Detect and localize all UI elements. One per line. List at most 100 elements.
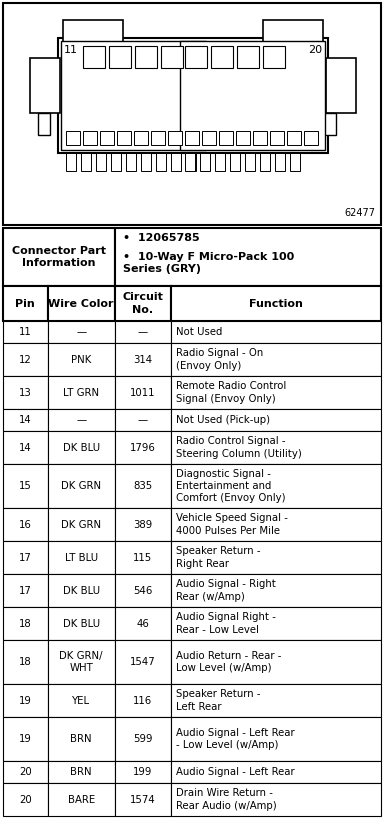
Bar bbox=[171, 508, 381, 541]
Bar bbox=[3, 286, 48, 321]
Bar bbox=[48, 321, 115, 343]
Text: •  12065785: • 12065785 bbox=[123, 233, 200, 243]
Bar bbox=[48, 508, 115, 541]
Bar bbox=[326, 58, 356, 113]
Bar bbox=[126, 153, 136, 171]
Bar bbox=[171, 574, 381, 607]
Bar bbox=[48, 343, 115, 376]
Bar bbox=[3, 761, 48, 783]
Bar bbox=[161, 46, 183, 68]
Bar bbox=[48, 409, 115, 431]
Text: BRN: BRN bbox=[70, 734, 92, 744]
Bar bbox=[171, 376, 381, 409]
Bar bbox=[48, 717, 115, 761]
Bar bbox=[48, 574, 115, 607]
Text: 16: 16 bbox=[19, 520, 32, 530]
Text: 20: 20 bbox=[308, 45, 322, 55]
Bar bbox=[171, 286, 381, 321]
Bar bbox=[304, 131, 318, 145]
Text: 15: 15 bbox=[19, 481, 32, 491]
Bar bbox=[48, 286, 115, 321]
Bar bbox=[115, 783, 171, 816]
Text: 116: 116 bbox=[133, 696, 152, 706]
Bar bbox=[81, 153, 91, 171]
Text: PNK: PNK bbox=[71, 354, 91, 364]
Bar bbox=[115, 508, 171, 541]
Text: Speaker Return -
Left Rear: Speaker Return - Left Rear bbox=[176, 689, 260, 711]
Text: 62477: 62477 bbox=[344, 208, 375, 218]
Text: Not Used (Pick-up): Not Used (Pick-up) bbox=[176, 415, 270, 425]
Bar bbox=[3, 783, 48, 816]
Bar bbox=[115, 464, 171, 508]
Bar bbox=[100, 131, 114, 145]
Bar bbox=[171, 541, 381, 574]
Text: DK BLU: DK BLU bbox=[63, 442, 100, 452]
Bar bbox=[115, 376, 171, 409]
Bar bbox=[171, 684, 381, 717]
Text: 20: 20 bbox=[19, 794, 31, 804]
Bar bbox=[61, 41, 206, 150]
Bar bbox=[237, 46, 259, 68]
Text: 13: 13 bbox=[19, 388, 31, 398]
Bar bbox=[66, 153, 76, 171]
Bar bbox=[260, 153, 270, 171]
Bar bbox=[171, 783, 381, 816]
Text: Radio Control Signal -
Steering Column (Utility): Radio Control Signal - Steering Column (… bbox=[176, 437, 302, 459]
Bar bbox=[115, 640, 171, 684]
Bar bbox=[48, 684, 115, 717]
Bar bbox=[141, 153, 151, 171]
Bar bbox=[109, 46, 131, 68]
Bar bbox=[115, 541, 171, 574]
Text: 115: 115 bbox=[133, 553, 152, 563]
Text: Diagnostic Signal -
Entertainment and
Comfort (Envoy Only): Diagnostic Signal - Entertainment and Co… bbox=[176, 469, 285, 504]
Bar bbox=[3, 607, 48, 640]
Bar bbox=[211, 46, 233, 68]
Bar bbox=[186, 153, 196, 171]
Bar bbox=[171, 321, 381, 343]
Bar bbox=[171, 431, 381, 464]
Bar bbox=[3, 228, 115, 286]
Bar bbox=[115, 761, 171, 783]
Text: Audio Signal - Right
Rear (w/Amp): Audio Signal - Right Rear (w/Amp) bbox=[176, 579, 276, 602]
Bar bbox=[3, 464, 48, 508]
Text: 1796: 1796 bbox=[130, 442, 156, 452]
Text: Function: Function bbox=[249, 299, 303, 309]
Bar bbox=[115, 607, 171, 640]
Bar bbox=[83, 131, 97, 145]
Bar bbox=[111, 153, 121, 171]
Bar bbox=[115, 343, 171, 376]
Bar bbox=[263, 46, 285, 68]
Bar bbox=[253, 131, 267, 145]
Bar bbox=[275, 153, 285, 171]
Text: Radio Signal - On
(Envoy Only): Radio Signal - On (Envoy Only) bbox=[176, 349, 263, 371]
Bar bbox=[115, 286, 171, 321]
Bar bbox=[3, 409, 48, 431]
Bar bbox=[115, 228, 381, 286]
Bar bbox=[48, 761, 115, 783]
Text: 11: 11 bbox=[64, 45, 78, 55]
Text: 14: 14 bbox=[19, 415, 31, 425]
Text: 17: 17 bbox=[19, 553, 32, 563]
Bar bbox=[171, 607, 381, 640]
Text: DK GRN/
WHT: DK GRN/ WHT bbox=[60, 651, 103, 673]
Bar bbox=[48, 783, 115, 816]
Bar bbox=[3, 684, 48, 717]
Text: 1574: 1574 bbox=[130, 794, 156, 804]
Text: Connector Part
Information: Connector Part Information bbox=[12, 246, 106, 268]
Bar bbox=[134, 131, 148, 145]
Bar bbox=[3, 574, 48, 607]
Bar bbox=[171, 153, 181, 171]
Bar bbox=[117, 131, 131, 145]
Text: 199: 199 bbox=[133, 767, 152, 777]
Bar bbox=[171, 640, 381, 684]
Bar bbox=[245, 153, 255, 171]
Bar bbox=[115, 409, 171, 431]
Text: Speaker Return -
Right Rear: Speaker Return - Right Rear bbox=[176, 546, 260, 569]
Bar bbox=[3, 541, 48, 574]
Text: DK GRN: DK GRN bbox=[61, 481, 101, 491]
Bar bbox=[215, 153, 225, 171]
Text: 19: 19 bbox=[19, 696, 32, 706]
Bar bbox=[171, 464, 381, 508]
Bar bbox=[151, 131, 165, 145]
Text: —: — bbox=[138, 327, 148, 337]
